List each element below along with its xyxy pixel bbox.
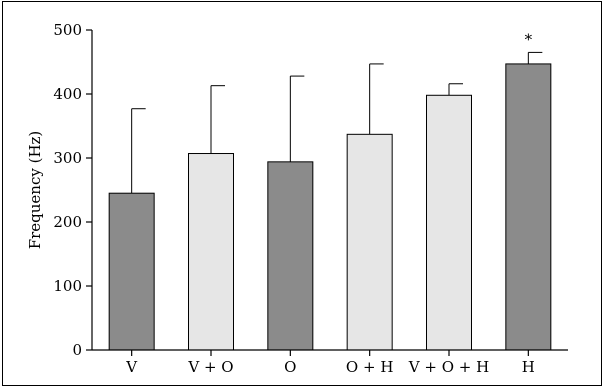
bar — [267, 161, 314, 351]
x-tick-label: O — [284, 358, 296, 376]
bar — [188, 153, 234, 351]
x-tick-label: V — [125, 358, 138, 376]
x-tick-label: H — [522, 358, 535, 376]
y-tick-label: 100 — [53, 277, 82, 295]
bar — [346, 133, 393, 351]
y-tick-label: 0 — [72, 341, 82, 359]
chart-frame — [2, 1, 602, 386]
significance-marker: * — [525, 30, 533, 48]
x-tick-label: O + H — [346, 358, 393, 376]
y-tick-label: 400 — [53, 85, 82, 103]
bar — [426, 94, 472, 351]
bar — [108, 192, 155, 351]
y-axis-label: Frequency (Hz) — [26, 131, 44, 250]
y-tick-label: 500 — [53, 21, 82, 39]
x-tick-label: V + O + H — [408, 358, 489, 376]
y-tick-label: 200 — [53, 213, 82, 231]
bar — [505, 63, 552, 351]
y-tick-label: 300 — [53, 149, 82, 167]
x-tick-label: V + O — [187, 358, 233, 376]
